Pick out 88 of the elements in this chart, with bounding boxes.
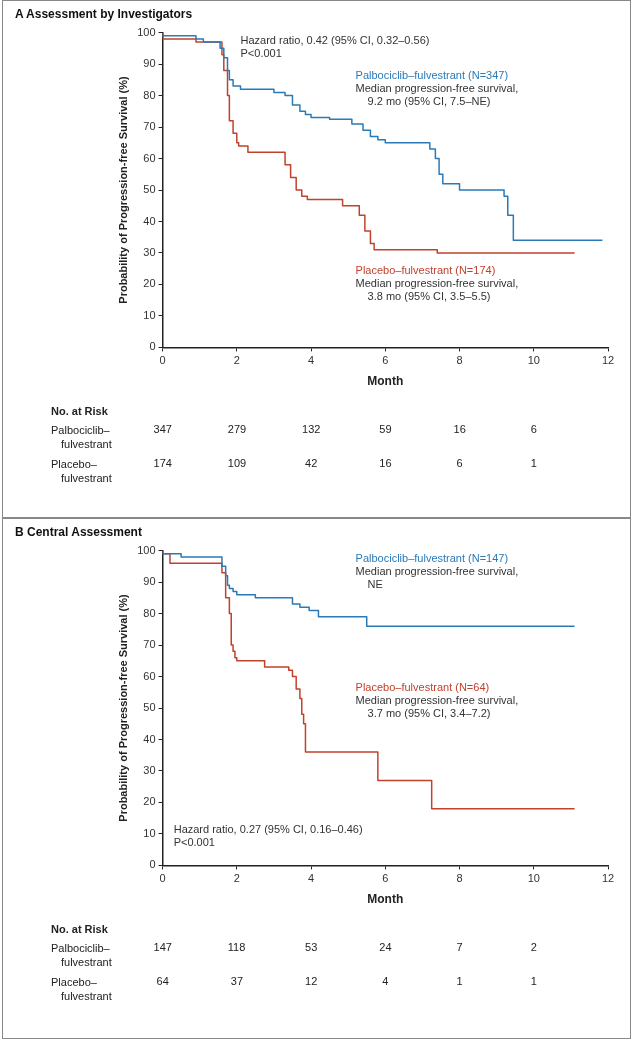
text: 53 (305, 941, 318, 953)
x-tick-label: 6 (382, 354, 389, 367)
text: 4 (382, 975, 389, 987)
text: 42 (305, 457, 318, 469)
text: 1 (456, 975, 463, 987)
text: Placebo–fulvestrant (N=64) (355, 681, 490, 694)
y-tick-label: 80 (143, 606, 156, 619)
y-tick-label: 30 (143, 245, 156, 258)
x-tick-label: 2 (233, 872, 240, 885)
text: 64 (156, 975, 169, 987)
annotation: P<0.001 (240, 47, 282, 60)
y-tick-label: 70 (143, 638, 156, 651)
y-tick-label: 100 (137, 25, 156, 38)
y-axis-title: Probability of Progression-free Survival (%) (116, 75, 129, 304)
annotation: 3.8 mo (95% CI, 3.5–5.5) (367, 290, 491, 303)
annotation: NE (367, 578, 383, 591)
text: 132 (302, 423, 321, 435)
text: 16 (453, 423, 466, 435)
x-tick-label: 12 (601, 354, 615, 367)
series-label: Placebo–fulvestrant (N=174) (355, 264, 496, 277)
text: 279 (227, 423, 247, 435)
text: 59 (379, 423, 392, 435)
y-tick-label: 40 (143, 214, 156, 227)
text: No. at Risk (51, 405, 108, 417)
x-tick-label: 10 (527, 354, 540, 367)
y-tick-label: 0 (149, 858, 156, 871)
y-tick-label: 90 (143, 57, 156, 70)
y-tick-label: 20 (143, 795, 156, 808)
x-tick-label: 12 (601, 872, 615, 885)
text: No. at Risk (51, 923, 108, 935)
text: Palbociclib–fulvestrant (51, 941, 113, 969)
annotation: Median progression-free survival, (355, 565, 519, 578)
x-tick-label: 0 (159, 354, 166, 367)
annotation: Hazard ratio, 0.42 (95% CI, 0.32–0.56) (240, 34, 430, 47)
y-tick-label: 40 (143, 732, 156, 745)
y-tick-label: 60 (143, 669, 156, 682)
x-axis-title: Month (367, 374, 404, 389)
text: 6 (456, 457, 463, 469)
annotation: Median progression-free survival, (355, 81, 519, 94)
x-tick-label: 4 (307, 872, 315, 885)
text: 118 (227, 941, 246, 953)
annotation: 3.7 mo (95% CI, 3.4–7.2) (367, 707, 491, 720)
y-tick-label: 0 (149, 340, 156, 353)
text: 12 (305, 975, 318, 987)
y-tick-label: 10 (143, 826, 156, 839)
annotation: Hazard ratio, 0.27 (95% CI, 0.16–0.46) (173, 823, 363, 836)
text: 1 (530, 975, 537, 987)
x-tick-label: 4 (307, 354, 315, 367)
y-axis-title: Probability of Progression-free Survival (%) (116, 593, 129, 822)
y-tick-label: 50 (143, 183, 156, 196)
text: 109 (227, 457, 247, 469)
text: Placebo–fulvestrant (51, 975, 113, 1003)
text: 16 (379, 457, 392, 469)
text: 6 (530, 423, 537, 435)
y-tick-label: 10 (143, 308, 156, 321)
y-tick-label: 20 (143, 277, 156, 290)
text: Palbociclib–fulvestrant (N=347) (355, 68, 509, 81)
x-tick-label: 6 (382, 872, 389, 885)
annotation: Median progression-free survival, (355, 694, 519, 707)
text: 347 (153, 423, 172, 435)
annotation: Median progression-free survival, (355, 277, 519, 290)
text: 37 (230, 975, 244, 987)
y-tick-label: 70 (143, 120, 156, 133)
text: 147 (153, 941, 172, 953)
x-tick-label: 8 (456, 872, 463, 885)
y-tick-label: 100 (137, 543, 156, 556)
chart-title: A Assessment by Investigators (15, 7, 193, 21)
y-tick-label: 80 (143, 88, 156, 101)
text: Placebo–fulvestrant (51, 457, 113, 485)
y-tick-label: 50 (143, 701, 156, 714)
x-tick-label: 8 (456, 354, 463, 367)
text: Palbociclib–fulvestrant (51, 423, 113, 451)
x-tick-label: 10 (527, 872, 540, 885)
y-tick-label: 30 (143, 763, 156, 776)
x-axis-title: Month (367, 892, 404, 907)
x-tick-label: 2 (233, 354, 240, 367)
text: 1 (530, 457, 537, 469)
chart-title: B Central Assessment (15, 525, 142, 539)
annotation: P<0.001 (173, 836, 215, 849)
x-tick-label: 0 (159, 872, 166, 885)
y-tick-label: 60 (143, 151, 156, 164)
y-tick-label: 90 (143, 575, 156, 588)
text: Palbociclib–fulvestrant (N=147) (355, 552, 509, 565)
annotation: 9.2 mo (95% CI, 7.5–NE) (367, 94, 491, 107)
text: 24 (379, 941, 392, 953)
text: 7 (456, 941, 463, 953)
text: 2 (530, 941, 537, 953)
text: 174 (153, 457, 172, 469)
